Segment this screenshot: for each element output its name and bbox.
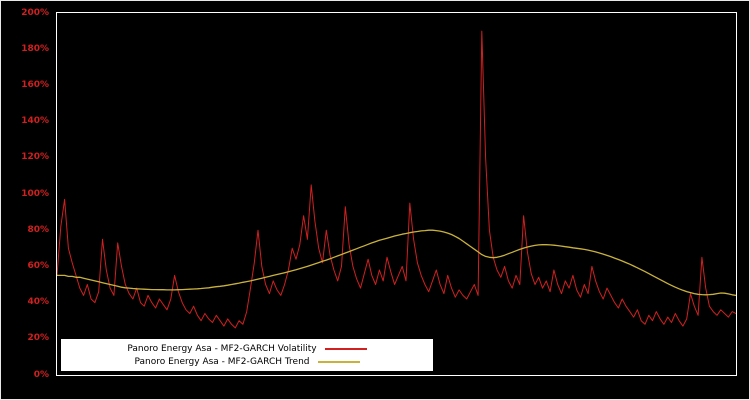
- y-tick-label: 120%: [21, 152, 49, 163]
- series-line-1: [57, 229, 736, 297]
- y-axis: 0% 20% 40% 60% 80% 100% 120% 140% 160% 180% 200%: [1, 8, 52, 380]
- legend-line-trend-icon: [317, 360, 360, 363]
- legend-row-trend: Panoro Energy Asa - MF2-GARCH Trend: [67, 355, 427, 368]
- y-tick-label: 80%: [27, 224, 49, 235]
- y-tick-label: 200%: [21, 7, 49, 18]
- legend: Panoro Energy Asa - MF2-GARCH Volatility…: [61, 339, 433, 371]
- y-tick-label: 40%: [27, 297, 49, 308]
- y-tick-label: 60%: [27, 260, 49, 271]
- plot-area: Panoro Energy Asa - MF2-GARCH Volatility…: [56, 12, 737, 376]
- legend-line-volatility-icon: [324, 347, 367, 350]
- y-tick-label: 180%: [21, 43, 49, 54]
- y-tick-label: 140%: [21, 116, 49, 127]
- series-line-0: [57, 30, 736, 329]
- y-tick-label: 100%: [21, 188, 49, 199]
- legend-row-volatility: Panoro Energy Asa - MF2-GARCH Volatility: [67, 342, 427, 355]
- y-tick-label: 160%: [21, 79, 49, 90]
- y-tick-label: 20%: [27, 333, 49, 344]
- plot-svg: [57, 30, 736, 329]
- y-tick-label: 0%: [33, 369, 49, 380]
- legend-label-trend: Panoro Energy Asa - MF2-GARCH Trend: [134, 356, 310, 367]
- legend-label-volatility: Panoro Energy Asa - MF2-GARCH Volatility: [127, 343, 317, 354]
